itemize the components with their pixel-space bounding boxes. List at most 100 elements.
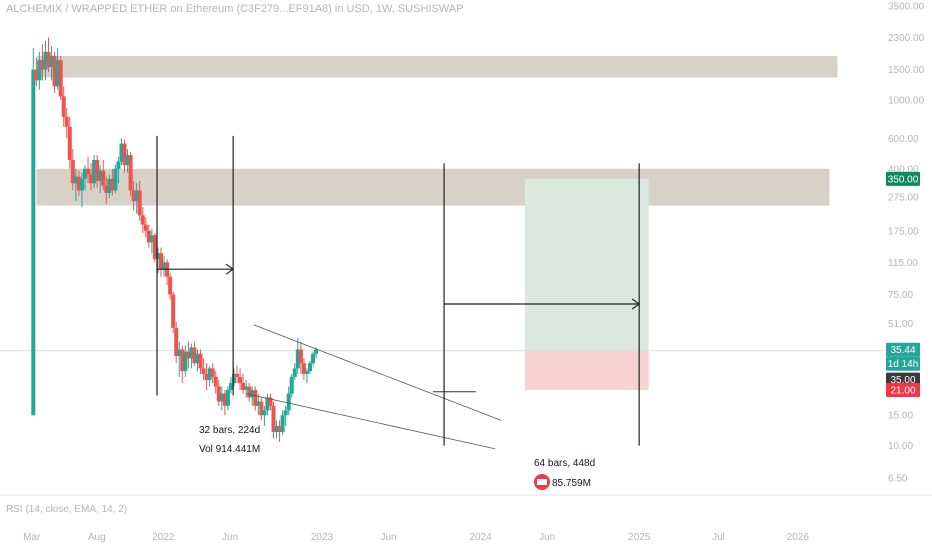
candle-body: [98, 170, 103, 181]
candle-body: [110, 178, 115, 191]
time-axis-tick-label: Aug: [88, 532, 106, 543]
price-axis-tick-label: 1500.00: [888, 65, 925, 76]
candle-body: [143, 224, 148, 231]
candle-body: [82, 168, 87, 179]
position-stop-zone[interactable]: [524, 350, 649, 390]
candle-body: [235, 373, 240, 377]
candle-body: [67, 126, 72, 160]
left-range-bars-label: 32 bars, 224d: [199, 425, 260, 436]
price-axis-tick-label: 275.00: [888, 192, 919, 203]
candle-body: [262, 410, 267, 416]
price-tag-current: 35.44: [890, 345, 915, 356]
time-axis-tick-label: 2023: [311, 532, 334, 543]
candle-body: [95, 159, 100, 181]
candle-body: [195, 353, 200, 364]
candle-body: [231, 373, 236, 384]
time-axis-tick-label: Jul: [712, 532, 725, 543]
candle-body: [222, 393, 227, 406]
candle-body: [31, 69, 36, 416]
candle-body: [311, 353, 316, 364]
price-tag-stop-loss: 21.00: [890, 385, 915, 396]
candle-body: [128, 155, 133, 191]
resistance-zone-lower: [36, 168, 830, 206]
candle-body: [219, 393, 224, 402]
candle-body: [207, 368, 212, 380]
price-tag-countdown-bg: [886, 356, 920, 371]
time-axis-tick-label: 2024: [469, 532, 492, 543]
candle-body: [122, 143, 127, 166]
candle-body: [210, 368, 215, 377]
candle-body: [265, 397, 270, 411]
candle-body: [43, 51, 48, 70]
candle-body: [49, 55, 54, 68]
candle-body: [280, 415, 285, 432]
candle-body: [61, 96, 66, 117]
candle-body: [304, 371, 309, 374]
price-tag-countdown: 1d 14h: [888, 359, 919, 370]
candle-body: [174, 327, 179, 357]
candle-body: [37, 60, 42, 81]
candle-body: [247, 386, 252, 398]
candle-body: [277, 425, 282, 432]
candle-body: [314, 349, 319, 354]
candle-body: [79, 178, 84, 191]
price-tag-stop-loss-bg: [886, 382, 920, 397]
candle-body: [183, 351, 188, 372]
rsi-indicator-label[interactable]: RSI (14, close, EMA, 14, 2): [6, 504, 128, 515]
candle-body: [295, 349, 300, 369]
resistance-zone-upper: [36, 55, 838, 78]
candle-body: [259, 401, 264, 416]
candle-body: [116, 161, 121, 169]
candle-body: [92, 159, 97, 184]
price-axis-tick-label: 1000.00: [888, 96, 925, 107]
candle-body: [134, 190, 139, 202]
candle-body: [155, 253, 160, 260]
candle-body: [307, 363, 312, 372]
candle-body: [149, 235, 154, 243]
candle-body: [274, 425, 279, 432]
candle-body: [125, 155, 130, 166]
candle-body: [113, 168, 118, 191]
candle-body: [137, 190, 142, 216]
wedge-upper-line[interactable]: [253, 324, 502, 421]
candle-body: [86, 168, 91, 175]
candle-body: [228, 383, 233, 390]
candle-body: [298, 349, 303, 364]
time-axis-tick-label: 2025: [628, 532, 651, 543]
candle-body: [289, 376, 294, 394]
candle-body: [101, 170, 106, 186]
candle-body: [192, 347, 197, 364]
candle-body: [286, 393, 291, 411]
candle-body: [58, 60, 63, 97]
candle-body: [168, 276, 173, 295]
candle-body: [171, 294, 176, 328]
candle-body: [238, 376, 243, 384]
candle-body: [107, 178, 112, 193]
price-axis-tick-label: 3500.00: [888, 2, 925, 13]
candle-body: [201, 368, 206, 374]
candle-body: [104, 185, 109, 193]
candle-body: [146, 230, 151, 243]
time-axis-tick-label: Jun: [381, 532, 397, 543]
candle-body: [268, 397, 273, 406]
candle-body: [241, 383, 246, 390]
candle-body: [283, 410, 288, 416]
candle-body: [177, 349, 182, 357]
price-tag-take-profit: 350.00: [888, 174, 919, 185]
price-axis-tick-label: 15.00: [888, 411, 913, 422]
candle-body: [216, 386, 221, 402]
candle-body: [244, 386, 249, 390]
price-axis-tick-label: 175.00: [888, 226, 919, 237]
position-target-zone[interactable]: [524, 178, 649, 351]
wedge-lower-line[interactable]: [245, 393, 495, 450]
candle-body: [213, 376, 218, 387]
volume-badge-glyph: [537, 479, 547, 485]
candle-body: [162, 262, 167, 270]
time-axis-tick-label: 2022: [152, 532, 175, 543]
candle-body: [89, 174, 94, 184]
candle-body: [46, 51, 51, 68]
price-axis-tick-label: 600.00: [888, 134, 919, 145]
candle-body: [159, 253, 164, 270]
